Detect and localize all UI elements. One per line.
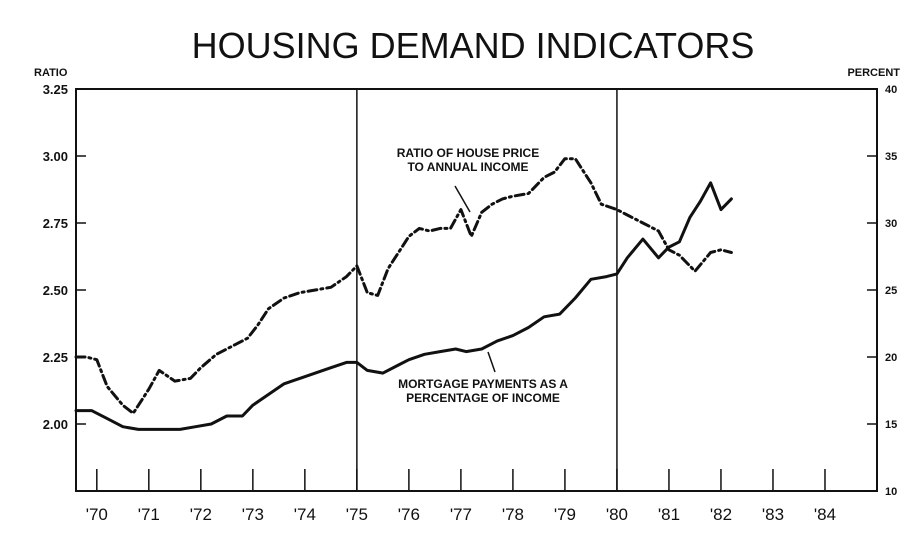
x-tick-label: '73 <box>242 505 264 524</box>
x-tick-label: '75 <box>346 505 368 524</box>
x-tick-label: '84 <box>814 505 836 524</box>
annotation-line: RATIO OF HOUSE PRICE <box>397 146 539 160</box>
annotations-group: RATIO OF HOUSE PRICE TO ANNUAL INCOME MORT… <box>397 146 568 405</box>
x-tick-label: '70 <box>86 505 108 524</box>
left-y-axis: 3.25 3.00 2.75 2.50 2.25 2.00 <box>43 82 86 432</box>
x-tick-label: '71 <box>138 505 160 524</box>
annotation-pointer-ratio <box>454 185 471 213</box>
left-tick-label: 2.75 <box>43 216 68 231</box>
x-tick-label: '74 <box>294 505 316 524</box>
left-tick-label: 3.25 <box>43 82 68 97</box>
right-tick-label: 10 <box>885 486 897 498</box>
x-tick-label: '79 <box>554 505 576 524</box>
x-tick-label: '80 <box>606 505 628 524</box>
x-tick-label: '77 <box>450 505 472 524</box>
x-axis: '70 '71 '72 '73 '74 '75 '76 '77 '78 '79 '80 '81 '82 '… <box>86 469 878 524</box>
right-tick-label: 30 <box>885 218 897 230</box>
right-axis-unit: PERCENT <box>847 67 900 79</box>
annotation-ratio: RATIO OF HOUSE PRICE TO ANNUAL INCOME <box>397 146 539 174</box>
left-axis-unit: RATIO <box>34 67 68 79</box>
x-tick-label: '81 <box>658 505 680 524</box>
annotation-mortgage: MORTGAGE PAYMENTS AS A PERCENTAGE OF INCO… <box>398 377 568 405</box>
right-y-axis: 40 35 30 25 20 15 10 <box>867 84 897 498</box>
x-tick-label: '78 <box>502 505 524 524</box>
right-tick-label: 40 <box>885 84 897 96</box>
right-tick-label: 15 <box>885 419 897 431</box>
annotation-pointer-mortgage <box>487 351 496 373</box>
left-tick-label: 2.25 <box>43 350 68 365</box>
series-group <box>74 157 733 431</box>
left-tick-label: 3.00 <box>43 149 68 164</box>
right-tick-label: 25 <box>885 285 897 297</box>
right-tick-label: 35 <box>885 151 897 163</box>
series-line-mortgage <box>74 181 733 431</box>
annotation-line: PERCENTAGE OF INCOME <box>406 391 560 405</box>
vertical-markers <box>356 89 618 491</box>
series-line-ratio <box>74 157 733 415</box>
right-tick-label: 20 <box>885 352 897 364</box>
x-tick-label: '76 <box>398 505 420 524</box>
chart-title: HOUSING DEMAND INDICATORS <box>192 25 755 66</box>
x-tick-label: '72 <box>190 505 212 524</box>
x-tick-label: '83 <box>762 505 784 524</box>
annotation-line: TO ANNUAL INCOME <box>407 160 528 174</box>
annotation-line: MORTGAGE PAYMENTS AS A <box>398 377 568 391</box>
left-tick-label: 2.50 <box>43 283 68 298</box>
left-tick-label: 2.00 <box>43 417 68 432</box>
x-tick-label: '82 <box>710 505 732 524</box>
